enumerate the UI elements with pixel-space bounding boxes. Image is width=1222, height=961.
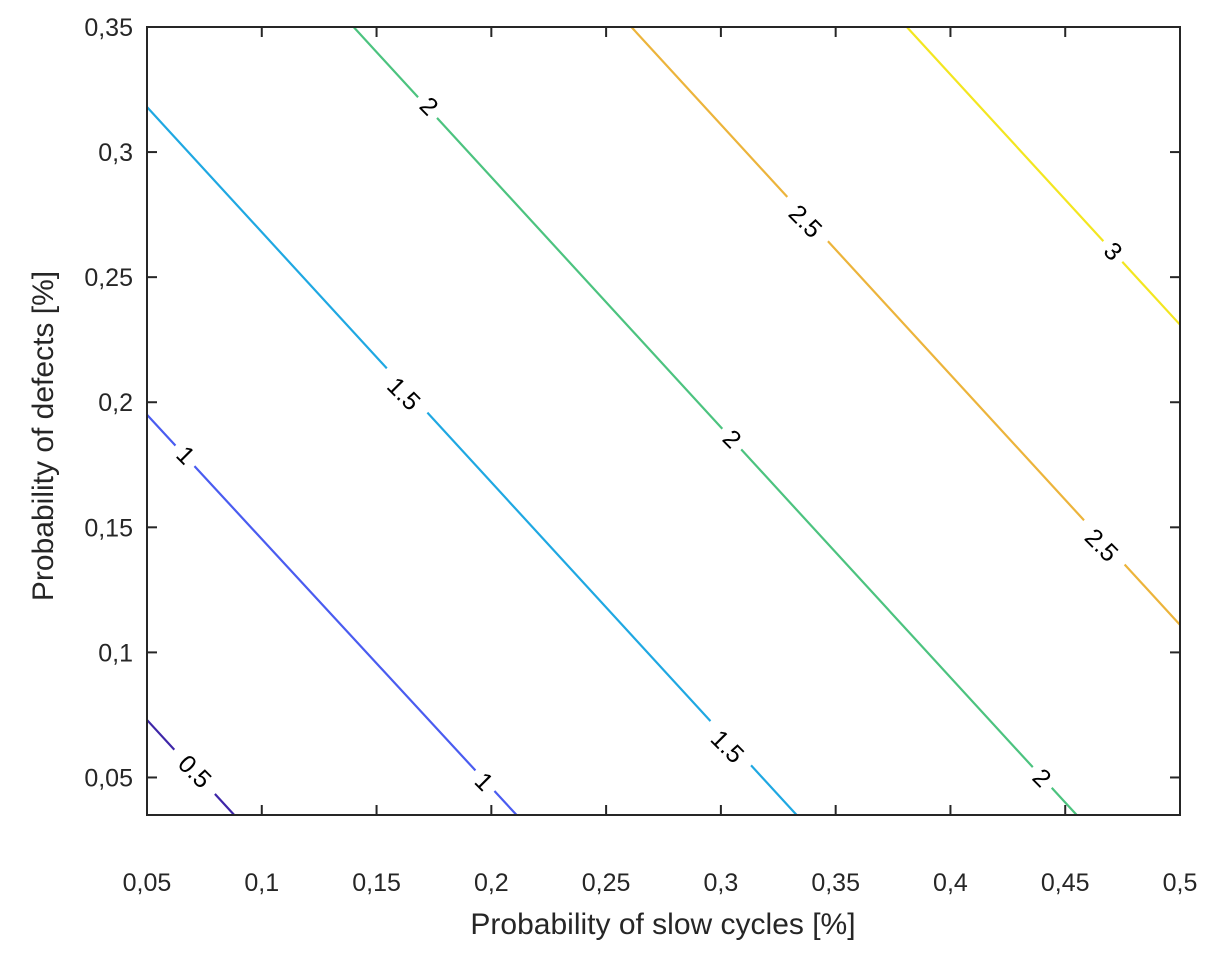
x-tick-label: 0,3 (704, 869, 739, 897)
x-tick-label: 0,05 (123, 869, 172, 897)
contour-label-3: 3 (1092, 230, 1134, 272)
y-tick-label: 0,35 (84, 14, 133, 42)
contour-label-mask (1070, 513, 1134, 577)
contour-label-mask (372, 361, 436, 426)
x-tick-label: 0,2 (474, 869, 509, 897)
y-tick-label: 0,1 (98, 639, 133, 667)
x-tick-label: 0,4 (933, 869, 968, 897)
y-tick-label: 0,2 (98, 389, 133, 417)
y-tick-label: 0,05 (84, 764, 133, 792)
x-axis-title: Probability of slow cycles [%] (470, 908, 855, 941)
contour-line-2 (352, 26, 1078, 816)
contour-label-mask (711, 418, 753, 460)
y-tick-label: 0,3 (98, 139, 133, 167)
contour-label-mask (163, 739, 228, 804)
contour-label-mask (695, 714, 760, 779)
contour-label-mask (165, 434, 207, 476)
contour-label-mask (1092, 230, 1134, 272)
contour-line-3 (906, 26, 1181, 326)
contour-lines (146, 26, 1181, 816)
contour-label-mask (408, 85, 450, 127)
contour-label-1: 1 (463, 760, 505, 802)
y-tick-label: 0,25 (84, 264, 133, 292)
x-tick-label: 0,5 (1163, 869, 1198, 897)
contour-label-mask (1021, 756, 1063, 798)
contour-label-2: 2 (1021, 756, 1063, 798)
y-axis-title: Probability of defects [%] (27, 271, 60, 601)
plot-frame (146, 26, 1181, 816)
x-tick-label: 0,25 (582, 869, 631, 897)
contour-line-1,5 (146, 106, 798, 816)
contour-label-2: 2 (408, 85, 450, 127)
contour-label-mask (774, 189, 838, 253)
contour-label-mask (463, 760, 505, 802)
axis-tick-labels: 0,05 0,1 0,15 0,2 0,25 0,3 0,35 0,4 0,45 0,5 0,05 0… (84, 14, 1197, 897)
x-tick-label: 0,15 (352, 869, 401, 897)
x-tick-label: 0,45 (1041, 869, 1090, 897)
contour-line-1 (146, 413, 518, 816)
contour-label-1: 1 (165, 434, 207, 476)
contour-label-2: 2 (711, 418, 753, 460)
x-tick-label: 0,35 (811, 869, 860, 897)
plot-area (147, 27, 1180, 815)
x-tick-label: 0,1 (244, 869, 279, 897)
y-tick-label: 0,15 (84, 514, 133, 542)
